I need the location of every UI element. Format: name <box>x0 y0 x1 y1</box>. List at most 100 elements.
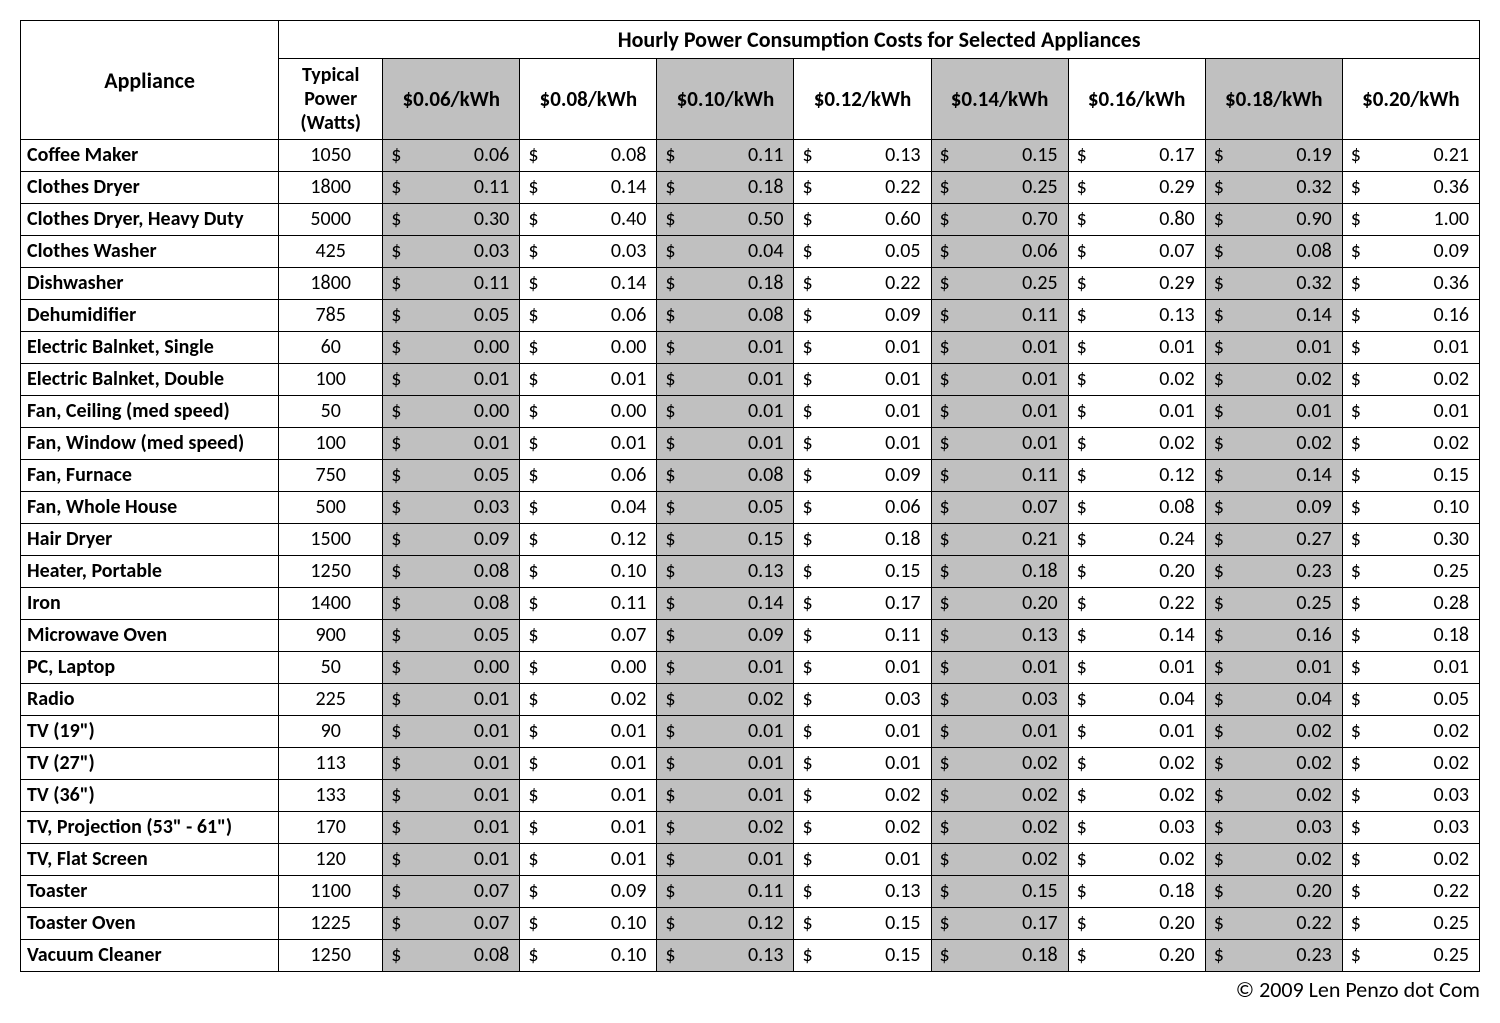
currency-symbol: $ <box>528 208 538 231</box>
currency-symbol: $ <box>1077 368 1087 391</box>
currency-symbol: $ <box>1214 368 1224 391</box>
currency-symbol: $ <box>391 304 401 327</box>
currency-symbol: $ <box>1351 784 1361 807</box>
cost-cell: $0.13 <box>794 876 931 908</box>
currency-symbol: $ <box>391 176 401 199</box>
cost-cell: $0.23 <box>1205 556 1342 588</box>
cost-cell: $0.02 <box>794 812 931 844</box>
currency-symbol: $ <box>1351 560 1361 583</box>
cost-cell: $0.01 <box>520 748 657 780</box>
cost-cell: $0.16 <box>1342 300 1479 332</box>
cost-cell: $0.09 <box>1342 236 1479 268</box>
cost-amount: 0.08 <box>611 144 646 167</box>
cost-amount: 0.01 <box>885 752 920 775</box>
cost-amount: 0.02 <box>885 816 920 839</box>
cost-cell: $0.08 <box>657 300 794 332</box>
cost-cell: $0.01 <box>931 364 1068 396</box>
cost-amount: 0.01 <box>748 784 783 807</box>
appliance-cell: Heater, Portable <box>21 556 279 588</box>
cost-amount: 0.05 <box>474 304 509 327</box>
cost-amount: 0.01 <box>474 432 509 455</box>
cost-amount: 0.01 <box>1159 720 1194 743</box>
currency-symbol: $ <box>1214 560 1224 583</box>
currency-symbol: $ <box>1351 176 1361 199</box>
currency-symbol: $ <box>665 592 675 615</box>
cost-cell: $0.25 <box>1342 940 1479 972</box>
cost-cell: $0.09 <box>794 460 931 492</box>
cost-amount: 0.15 <box>1434 464 1469 487</box>
cost-amount: 0.01 <box>1022 720 1057 743</box>
cost-cell: $0.15 <box>931 140 1068 172</box>
cost-amount: 0.14 <box>611 272 646 295</box>
cost-amount: 0.36 <box>1434 272 1469 295</box>
cost-amount: 0.11 <box>748 144 783 167</box>
appliance-cell: Hair Dryer <box>21 524 279 556</box>
cost-amount: 0.04 <box>1296 688 1331 711</box>
cost-amount: 0.09 <box>611 880 646 903</box>
currency-symbol: $ <box>391 432 401 455</box>
cost-cell: $0.09 <box>657 620 794 652</box>
power-cell: 50 <box>279 652 383 684</box>
currency-symbol: $ <box>1214 304 1224 327</box>
cost-cell: $0.22 <box>794 172 931 204</box>
cost-cell: $0.11 <box>931 460 1068 492</box>
currency-symbol: $ <box>1077 304 1087 327</box>
cost-amount: 0.02 <box>1159 848 1194 871</box>
cost-cell: $0.02 <box>1342 428 1479 460</box>
cost-cell: $0.08 <box>1205 236 1342 268</box>
cost-cell: $0.02 <box>1342 748 1479 780</box>
rate-header: $0.14/kWh <box>931 59 1068 140</box>
cost-amount: 0.17 <box>1159 144 1194 167</box>
cost-amount: 0.01 <box>748 720 783 743</box>
rate-header: $0.18/kWh <box>1205 59 1342 140</box>
currency-symbol: $ <box>391 784 401 807</box>
power-cell: 5000 <box>279 204 383 236</box>
currency-symbol: $ <box>665 144 675 167</box>
cost-cell: $0.03 <box>1342 780 1479 812</box>
cost-cell: $0.12 <box>657 908 794 940</box>
cost-amount: 0.01 <box>1022 368 1057 391</box>
cost-amount: 0.01 <box>474 784 509 807</box>
cost-cell: $0.14 <box>1205 460 1342 492</box>
currency-symbol: $ <box>1214 880 1224 903</box>
cost-amount: 0.05 <box>1434 688 1469 711</box>
table-row: Electric Balnket, Single60$0.00$0.00$0.0… <box>21 332 1480 364</box>
cost-cell: $0.01 <box>1205 652 1342 684</box>
cost-cell: $0.02 <box>931 748 1068 780</box>
cost-amount: 0.13 <box>1022 624 1057 647</box>
cost-cell: $0.01 <box>931 396 1068 428</box>
cost-cell: $0.15 <box>794 940 931 972</box>
power-cell: 1100 <box>279 876 383 908</box>
cost-cell: $0.18 <box>1068 876 1205 908</box>
cost-cell: $0.02 <box>931 780 1068 812</box>
currency-symbol: $ <box>665 400 675 423</box>
title-row: Appliance Hourly Power Consumption Costs… <box>21 21 1480 59</box>
cost-amount: 1.00 <box>1434 208 1469 231</box>
cost-cell: $0.05 <box>794 236 931 268</box>
currency-symbol: $ <box>1214 752 1224 775</box>
cost-amount: 0.01 <box>474 816 509 839</box>
currency-symbol: $ <box>1077 208 1087 231</box>
cost-amount: 0.08 <box>474 560 509 583</box>
currency-symbol: $ <box>1077 560 1087 583</box>
appliance-cell: TV, Flat Screen <box>21 844 279 876</box>
currency-symbol: $ <box>802 336 812 359</box>
cost-cell: $0.01 <box>657 652 794 684</box>
cost-cell: $0.36 <box>1342 268 1479 300</box>
currency-symbol: $ <box>940 688 950 711</box>
currency-symbol: $ <box>1077 944 1087 967</box>
cost-amount: 0.00 <box>474 336 509 359</box>
cost-amount: 0.01 <box>1022 656 1057 679</box>
currency-symbol: $ <box>528 656 538 679</box>
cost-cell: $0.01 <box>657 332 794 364</box>
currency-symbol: $ <box>940 464 950 487</box>
cost-amount: 0.05 <box>748 496 783 519</box>
table-row: TV (36")133$0.01$0.01$0.01$0.02$0.02$0.0… <box>21 780 1480 812</box>
power-cell: 120 <box>279 844 383 876</box>
cost-amount: 0.06 <box>1022 240 1057 263</box>
currency-symbol: $ <box>940 592 950 615</box>
cost-amount: 0.00 <box>474 656 509 679</box>
currency-symbol: $ <box>940 816 950 839</box>
cost-cell: $0.01 <box>794 428 931 460</box>
appliance-cell: Clothes Dryer, Heavy Duty <box>21 204 279 236</box>
